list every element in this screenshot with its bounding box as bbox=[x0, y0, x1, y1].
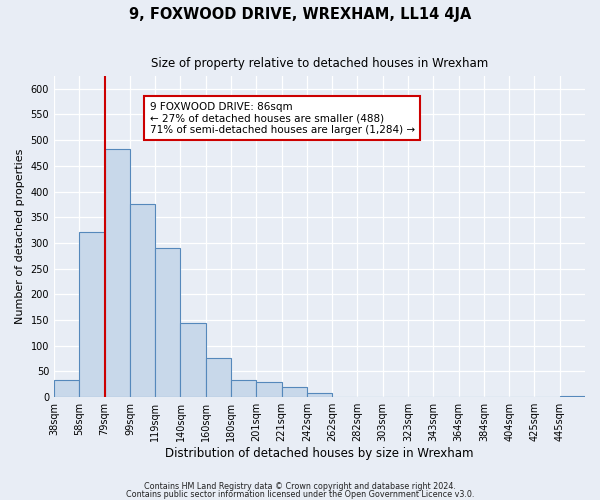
Bar bbox=[181, 323, 206, 397]
X-axis label: Distribution of detached houses by size in Wrexham: Distribution of detached houses by size … bbox=[165, 447, 474, 460]
Text: 9, FOXWOOD DRIVE, WREXHAM, LL14 4JA: 9, FOXWOOD DRIVE, WREXHAM, LL14 4JA bbox=[129, 8, 471, 22]
Bar bbox=[104, 149, 130, 397]
Bar bbox=[256, 382, 281, 397]
Text: Contains public sector information licensed under the Open Government Licence v3: Contains public sector information licen… bbox=[126, 490, 474, 499]
Bar bbox=[130, 204, 155, 397]
Bar bbox=[281, 388, 307, 397]
Text: 9 FOXWOOD DRIVE: 86sqm
← 27% of detached houses are smaller (488)
71% of semi-de: 9 FOXWOOD DRIVE: 86sqm ← 27% of detached… bbox=[149, 102, 415, 134]
Y-axis label: Number of detached properties: Number of detached properties bbox=[15, 149, 25, 324]
Bar bbox=[206, 358, 231, 397]
Bar bbox=[231, 380, 256, 397]
Bar bbox=[560, 396, 585, 397]
Bar bbox=[54, 380, 79, 397]
Bar bbox=[307, 393, 332, 397]
Bar bbox=[155, 248, 181, 397]
Bar bbox=[332, 396, 358, 397]
Bar bbox=[79, 232, 104, 397]
Title: Size of property relative to detached houses in Wrexham: Size of property relative to detached ho… bbox=[151, 58, 488, 70]
Bar bbox=[383, 396, 408, 397]
Text: Contains HM Land Registry data © Crown copyright and database right 2024.: Contains HM Land Registry data © Crown c… bbox=[144, 482, 456, 491]
